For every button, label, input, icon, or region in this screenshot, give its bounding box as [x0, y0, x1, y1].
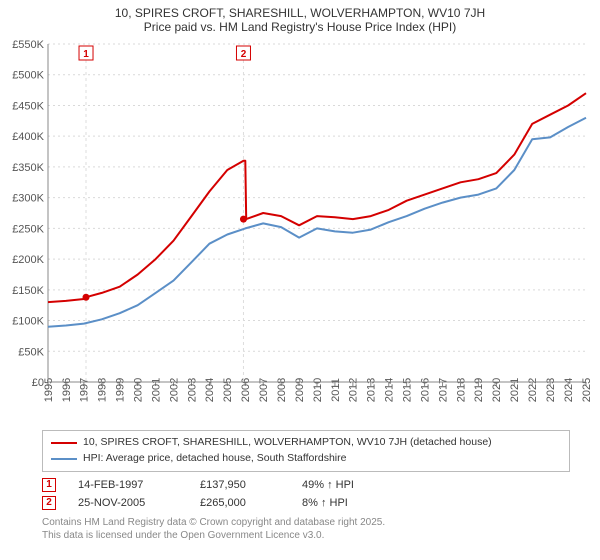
legend-swatch — [51, 442, 77, 444]
sale-marker-dot — [240, 216, 247, 223]
svg-text:1997: 1997 — [79, 378, 91, 402]
series-hpi — [48, 118, 586, 327]
svg-text:2000: 2000 — [133, 378, 145, 402]
svg-text:2009: 2009 — [294, 378, 306, 402]
attribution-line-2: This data is licensed under the Open Gov… — [42, 529, 570, 542]
svg-text:£150K: £150K — [12, 285, 44, 297]
sales-price: £265,000 — [200, 497, 280, 509]
svg-text:2014: 2014 — [384, 378, 396, 402]
svg-text:2018: 2018 — [455, 378, 467, 402]
svg-text:2024: 2024 — [563, 378, 575, 402]
svg-text:2010: 2010 — [312, 378, 324, 402]
svg-text:1999: 1999 — [115, 378, 127, 402]
chart-area: £0£50K£100K£150K£200K£250K£300K£350K£400… — [0, 36, 600, 426]
line-chart-svg: £0£50K£100K£150K£200K£250K£300K£350K£400… — [0, 36, 600, 426]
svg-text:£550K: £550K — [12, 39, 44, 51]
legend-swatch — [51, 458, 77, 460]
sale-marker-number: 2 — [241, 49, 247, 60]
svg-text:2025: 2025 — [581, 378, 593, 402]
svg-text:2008: 2008 — [276, 378, 288, 402]
svg-text:£500K: £500K — [12, 70, 44, 82]
svg-text:2023: 2023 — [545, 378, 557, 402]
sales-pct-vs-hpi: 8% ↑ HPI — [302, 497, 392, 509]
svg-text:2012: 2012 — [348, 378, 360, 402]
chart-title: 10, SPIRES CROFT, SHARESHILL, WOLVERHAMP… — [0, 0, 600, 36]
svg-text:£200K: £200K — [12, 254, 44, 266]
svg-text:£100K: £100K — [12, 316, 44, 328]
svg-text:2004: 2004 — [204, 378, 216, 402]
svg-text:2021: 2021 — [509, 378, 521, 402]
sales-row: 1 14-FEB-1997 £137,950 49% ↑ HPI — [42, 476, 570, 494]
attribution: Contains HM Land Registry data © Crown c… — [42, 516, 570, 542]
svg-text:2003: 2003 — [186, 378, 198, 402]
sales-marker-box: 2 — [42, 496, 56, 510]
svg-text:1996: 1996 — [61, 378, 73, 402]
sales-pct-vs-hpi: 49% ↑ HPI — [302, 479, 392, 491]
sales-row: 2 25-NOV-2005 £265,000 8% ↑ HPI — [42, 494, 570, 512]
svg-text:£250K: £250K — [12, 223, 44, 235]
legend-label: HPI: Average price, detached house, Sout… — [83, 451, 346, 467]
svg-text:£400K: £400K — [12, 131, 44, 143]
svg-text:2020: 2020 — [491, 378, 503, 402]
svg-text:2016: 2016 — [419, 378, 431, 402]
sales-price: £137,950 — [200, 479, 280, 491]
legend: 10, SPIRES CROFT, SHARESHILL, WOLVERHAMP… — [42, 430, 570, 472]
sales-date: 14-FEB-1997 — [78, 479, 178, 491]
legend-item: 10, SPIRES CROFT, SHARESHILL, WOLVERHAMP… — [51, 435, 561, 451]
svg-text:£450K: £450K — [12, 100, 44, 112]
svg-text:£50K: £50K — [18, 346, 44, 358]
svg-text:1995: 1995 — [43, 378, 55, 402]
svg-text:2007: 2007 — [258, 378, 270, 402]
sales-table: 1 14-FEB-1997 £137,950 49% ↑ HPI 2 25-NOV-200… — [42, 476, 570, 512]
sales-marker-box: 1 — [42, 478, 56, 492]
sales-date: 25-NOV-2005 — [78, 497, 178, 509]
sale-marker-dot — [83, 294, 90, 301]
title-line-1: 10, SPIRES CROFT, SHARESHILL, WOLVERHAMP… — [10, 6, 590, 20]
svg-text:2001: 2001 — [150, 378, 162, 402]
sale-marker-number: 1 — [83, 49, 89, 60]
svg-text:2006: 2006 — [240, 378, 252, 402]
svg-text:2015: 2015 — [402, 378, 414, 402]
svg-text:2013: 2013 — [366, 378, 378, 402]
legend-label: 10, SPIRES CROFT, SHARESHILL, WOLVERHAMP… — [83, 435, 492, 451]
svg-text:2019: 2019 — [473, 378, 485, 402]
svg-text:2005: 2005 — [222, 378, 234, 402]
svg-text:1998: 1998 — [97, 378, 109, 402]
svg-text:2002: 2002 — [168, 378, 180, 402]
attribution-line-1: Contains HM Land Registry data © Crown c… — [42, 516, 570, 529]
title-line-2: Price paid vs. HM Land Registry's House … — [10, 20, 590, 34]
legend-item: HPI: Average price, detached house, Sout… — [51, 451, 561, 467]
svg-text:£300K: £300K — [12, 193, 44, 205]
svg-text:£350K: £350K — [12, 162, 44, 174]
svg-text:2017: 2017 — [437, 378, 449, 402]
svg-text:2022: 2022 — [527, 378, 539, 402]
